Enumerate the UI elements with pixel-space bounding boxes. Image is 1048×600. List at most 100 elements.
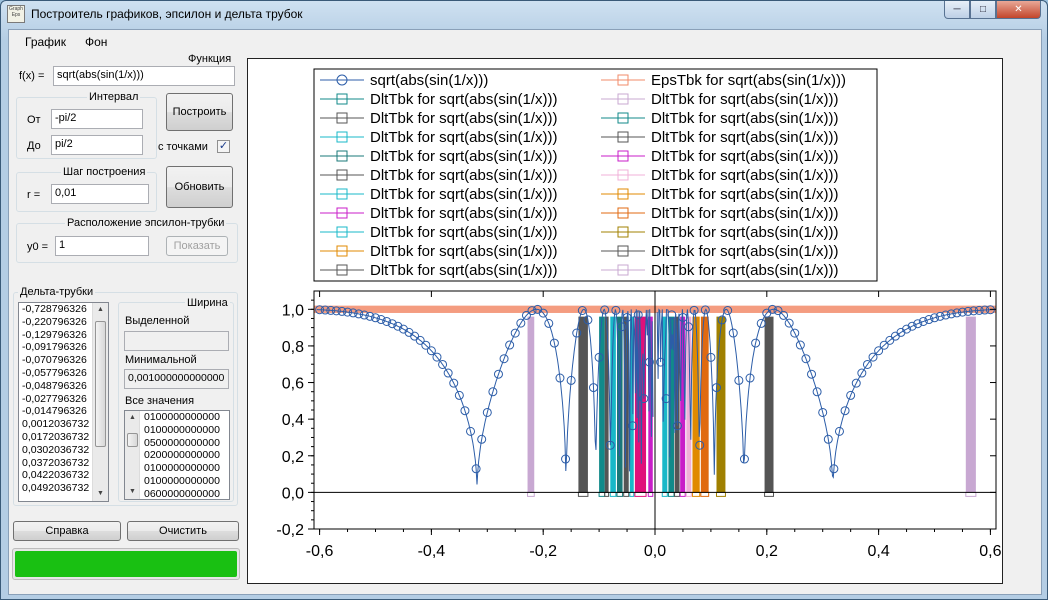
from-input[interactable]: -pi/2 (51, 109, 143, 129)
delta-list-item[interactable]: 0,0302036732 (22, 443, 90, 456)
delta-list-item[interactable]: 0,0422036732 (22, 469, 90, 482)
legend-label: DltTbk for sqrt(abs(sin(1/x))) (651, 91, 839, 108)
function-point (438, 359, 448, 369)
all-values-item[interactable]: 0100000000000 (144, 423, 220, 436)
all-values-item[interactable]: 0100000000000 (144, 474, 220, 487)
title-bar[interactable]: Graph Eps Построитель графиков, эпсилон … (1, 1, 1047, 29)
step-input[interactable]: 0,01 (51, 184, 149, 204)
function-input[interactable]: sqrt(abs(sin(1/x))) (53, 66, 235, 86)
selected-width-label: Выделенной (125, 315, 190, 327)
function-point (846, 390, 856, 400)
help-button[interactable]: Справка (13, 521, 121, 541)
delta-list-item[interactable]: 0,0492036732 (22, 482, 90, 495)
function-point (756, 318, 766, 328)
delta-list-item[interactable]: 0,0172036732 (22, 430, 90, 443)
delta-list-item[interactable]: 0,0372036732 (22, 456, 90, 469)
function-point (343, 307, 353, 317)
to-label: До (27, 140, 41, 152)
selected-width-field[interactable] (124, 331, 229, 351)
menu-graph[interactable]: График (25, 35, 66, 49)
scroll-down-icon[interactable]: ▼ (97, 490, 104, 497)
legend-marker (336, 74, 348, 86)
function-point (661, 394, 671, 404)
all-values-scroll-down-icon[interactable]: ▼ (129, 488, 136, 495)
delta-list-item[interactable]: -0,728796326 (22, 303, 87, 315)
delta-list-item[interactable]: 0,0012036732 (22, 418, 90, 431)
function-point (354, 309, 364, 319)
maximize-button[interactable]: □ (970, 1, 996, 19)
menu-background[interactable]: Фон (85, 35, 108, 49)
function-point (337, 306, 347, 316)
y-tick-label: 0,2 (282, 449, 304, 466)
close-button[interactable]: ✕ (996, 1, 1041, 19)
legend-marker (336, 169, 348, 181)
legend-label: DltTbk for sqrt(abs(sin(1/x))) (651, 148, 839, 165)
scroll-thumb[interactable] (95, 321, 106, 447)
legend-box (313, 68, 878, 282)
delta-list-item[interactable]: -0,027796326 (22, 392, 87, 405)
scroll-up-icon[interactable]: ▲ (97, 306, 104, 313)
function-point (516, 318, 526, 328)
with-points-checkbox[interactable]: ✓ (217, 140, 230, 153)
all-values-scroll-up-icon[interactable]: ▲ (129, 414, 136, 421)
function-point (695, 440, 705, 450)
function-point (365, 311, 375, 321)
delta-list-item[interactable]: -0,091796326 (22, 341, 87, 354)
delta-list-item[interactable]: -0,057796326 (22, 366, 87, 379)
function-point (616, 322, 626, 332)
to-input[interactable]: pi/2 (51, 135, 143, 155)
delta-list-item[interactable]: -0,220796326 (22, 315, 87, 328)
delta-list-item[interactable]: -0,070796326 (22, 354, 87, 367)
x-tick-label: 0,4 (867, 543, 889, 560)
delta-list[interactable]: -0,728796326 -0,220796326 -0,129796326 -0,0… (18, 302, 109, 502)
all-values-item[interactable]: 0600000000000 (144, 487, 220, 500)
all-values-item[interactable]: 0100000000000 (144, 411, 220, 423)
x-tick-label: -0,6 (306, 543, 334, 560)
delta-list-item[interactable]: -0,014796326 (22, 405, 87, 418)
function-point (700, 305, 710, 315)
function-point (370, 313, 380, 323)
function-point (538, 308, 548, 318)
build-button[interactable]: Построить (166, 93, 233, 131)
chart: sqrt(abs(sin(1/x))) DltTbk for sqrt(abs(s… (276, 68, 1002, 560)
epsilon-group: Расположение эпсилон-трубки y0 = 1 (16, 217, 238, 263)
delta-bar (527, 316, 535, 493)
clear-button[interactable]: Очистить (127, 521, 239, 541)
function-point (902, 324, 912, 334)
legend-marker (336, 150, 348, 162)
minimize-button[interactable]: ─ (944, 1, 970, 19)
all-values-list[interactable]: ▲ ▼ 0100000000000 0100000000000 0500000000… (124, 410, 230, 500)
function-point (454, 390, 464, 400)
legend-label: DltTbk for sqrt(abs(sin(1/x))) (651, 262, 839, 279)
width-group: Ширина Выделенной Минимальной 0,00100000… (118, 297, 234, 502)
maximize-icon: □ (979, 4, 987, 15)
delta-bar-marker (609, 491, 617, 497)
min-width-field[interactable]: 0,001000000000000 (124, 369, 229, 389)
function-point (969, 306, 979, 316)
all-values-item[interactable]: 0100000000000 (144, 462, 220, 475)
function-point (812, 387, 822, 397)
delta-bar (668, 316, 675, 493)
all-values-item[interactable]: 0500000000000 (144, 436, 220, 449)
x-tick-label: -0,2 (529, 543, 557, 560)
delta-list-item[interactable]: -0,129796326 (22, 328, 87, 341)
function-point (432, 352, 442, 362)
y0-input[interactable]: 1 (55, 236, 149, 256)
update-button[interactable]: Обновить (166, 166, 233, 208)
function-point (315, 305, 325, 315)
show-button[interactable]: Показать (166, 236, 228, 256)
with-points-label: с точками (158, 141, 208, 153)
legend-label: DltTbk for sqrt(abs(sin(1/x))) (370, 167, 558, 184)
plot-panel[interactable]: sqrt(abs(sin(1/x))) DltTbk for sqrt(abs(s… (247, 58, 1003, 584)
function-point (477, 434, 487, 444)
delta-list-scrollbar[interactable]: ▲ ▼ (92, 303, 108, 501)
delta-list-item[interactable]: -0,048796326 (22, 379, 87, 392)
all-values-scroll-thumb[interactable] (127, 433, 138, 447)
legend-label: EpsTbk for sqrt(abs(sin(1/x))) (651, 72, 846, 89)
y-tick-label: 0,6 (282, 376, 304, 393)
function-point (466, 426, 476, 436)
legend-label: DltTbk for sqrt(abs(sin(1/x))) (370, 148, 558, 165)
function-point (678, 312, 688, 322)
function-point (795, 340, 805, 350)
all-values-item[interactable]: 0200000000000 (144, 449, 220, 462)
